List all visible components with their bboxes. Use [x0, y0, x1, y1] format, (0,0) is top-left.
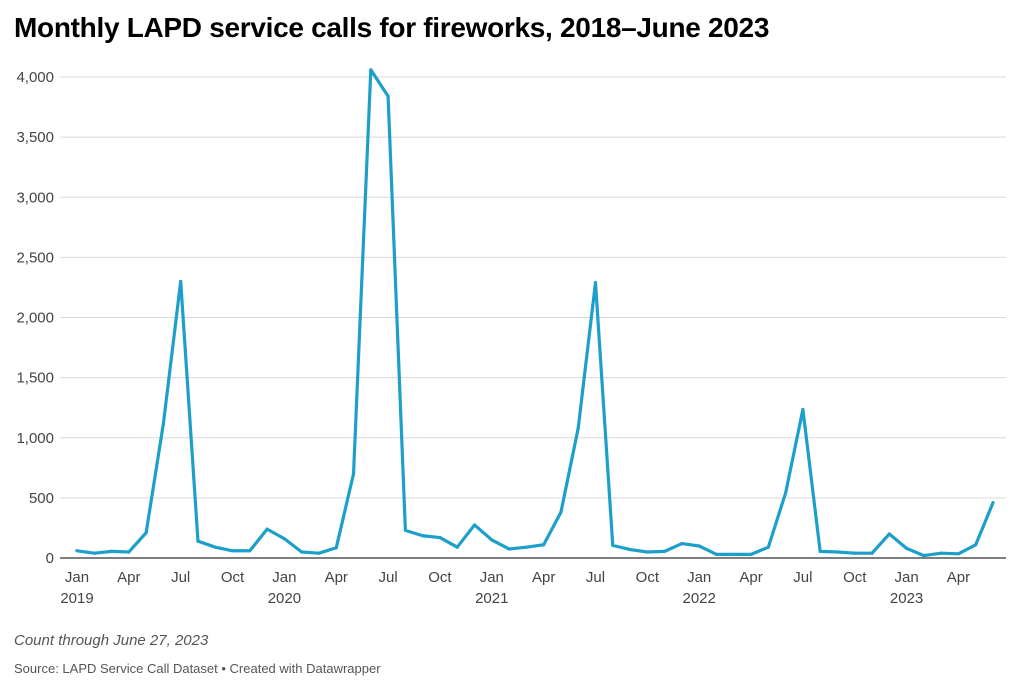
x-tick-label: Jul: [171, 569, 190, 586]
data-point-2019-10: [230, 549, 235, 553]
x-tick-label: Apr: [739, 569, 762, 586]
x-tick-label: Jan: [65, 569, 89, 586]
data-point-2021-02: [507, 547, 511, 551]
data-point-2019-09: [213, 545, 217, 549]
data-point-2021-11: [663, 549, 667, 553]
y-tick-label: 0: [46, 550, 54, 567]
data-point-2021-12: [680, 541, 684, 546]
data-point-2019-07: [179, 279, 183, 284]
data-point-2023-03: [939, 551, 943, 555]
data-point-2019-03: [109, 549, 114, 553]
data-point-2021-04: [542, 543, 546, 547]
data-point-2020-10: [438, 535, 442, 540]
data-point-2022-05: [766, 545, 770, 549]
x-tick-label: Oct: [843, 569, 867, 586]
x-tick-year-label: 2019: [60, 590, 93, 607]
data-point-2021-08: [611, 543, 615, 547]
data-point-2020-07: [386, 94, 390, 98]
x-tick-label: Oct: [636, 569, 660, 586]
data-point-2020-08: [403, 528, 407, 532]
x-tick-label: Oct: [428, 569, 452, 586]
y-tick-label: 4,000: [16, 69, 54, 86]
x-tick-year-label: 2022: [683, 590, 716, 607]
data-point-2020-03: [317, 551, 321, 555]
data-point-2022-10: [853, 551, 857, 555]
y-tick-label: 3,000: [16, 189, 54, 206]
y-tick-label: 1,500: [16, 370, 54, 387]
data-point-2022-03: [732, 552, 736, 556]
chart-source: Source: LAPD Service Call Dataset • Crea…: [14, 661, 381, 676]
data-point-2020-02: [300, 550, 304, 554]
data-point-2022-12: [887, 532, 891, 536]
x-tick-label: Jul: [586, 569, 605, 586]
y-tick-label: 3,500: [16, 129, 54, 146]
chart-note: Count through June 27, 2023: [14, 632, 209, 649]
data-point-2021-07: [593, 281, 598, 285]
y-axis-ticks: 0 500 1,000 1,500 2,000 2,500 3,000 3,500 4,000: [16, 69, 54, 567]
data-point-2019-12: [265, 527, 269, 531]
y-tick-label: 500: [29, 490, 54, 507]
x-tick-label: Apr: [947, 569, 970, 586]
data-point-2019-06: [161, 421, 166, 425]
data-point-2019-02: [92, 551, 96, 555]
data-point-2020-09: [421, 534, 425, 538]
data-point-2021-01: [490, 538, 494, 542]
data-point-2021-10: [645, 550, 649, 554]
data-point-2023-05: [974, 543, 978, 547]
data-point-2022-02: [714, 552, 719, 556]
data-point-2023-04: [956, 552, 961, 556]
data-points: [75, 68, 995, 558]
x-tick-label: Jul: [793, 569, 812, 586]
line-chart: 05001,0001,5002,0002,5003,0003,5004,000 …: [16, 68, 1006, 607]
data-point-2020-11: [455, 545, 459, 549]
data-point-2023-06: [991, 501, 995, 505]
data-point-2019-01: [75, 549, 79, 553]
data-point-2019-05: [144, 531, 148, 535]
data-point-2021-05: [559, 510, 563, 514]
x-axis-ticks: Jan 2019 Apr Jul Oct Jan 2020 Apr Jul Oct Jan 2021 A…: [60, 569, 970, 607]
x-tick-label: Jan: [894, 569, 918, 586]
data-point-2022-06: [784, 491, 788, 495]
data-point-2023-02: [922, 554, 926, 558]
data-point-2020-12: [472, 523, 477, 527]
x-tick-year-label: 2020: [268, 590, 301, 607]
data-point-2020-04: [334, 546, 338, 550]
data-point-2020-01: [282, 537, 286, 541]
series-line: [75, 68, 995, 558]
chart-title: Monthly LAPD service calls for fireworks…: [14, 12, 770, 43]
data-point-2019-11: [248, 549, 252, 553]
data-point-2021-06: [576, 426, 580, 430]
x-tick-label: Jan: [687, 569, 711, 586]
data-point-2022-01: [697, 544, 701, 548]
data-point-2021-03: [524, 545, 528, 549]
x-tick-year-label: 2023: [890, 590, 923, 607]
data-point-2020-06: [369, 68, 373, 72]
data-point-2022-07: [801, 407, 805, 412]
x-tick-label: Apr: [325, 569, 348, 586]
y-tick-label: 2,000: [16, 310, 54, 327]
x-tick-label: Apr: [532, 569, 555, 586]
x-tick-label: Apr: [117, 569, 140, 586]
gridlines: [60, 76, 1006, 559]
x-tick-label: Jan: [480, 569, 504, 586]
x-tick-label: Oct: [221, 569, 245, 586]
y-tick-label: 2,500: [16, 249, 54, 266]
x-tick-year-label: 2021: [475, 590, 508, 607]
data-point-2021-09: [628, 547, 632, 552]
data-point-2019-08: [196, 539, 200, 543]
x-tick-label: Jul: [379, 569, 398, 586]
data-point-2019-04: [127, 550, 131, 554]
y-tick-label: 1,000: [16, 430, 54, 447]
data-point-2023-01: [904, 546, 909, 550]
data-point-2022-11: [870, 551, 874, 555]
data-point-2022-08: [818, 549, 822, 553]
data-point-2022-09: [835, 550, 840, 554]
x-tick-label: Jan: [272, 569, 296, 586]
data-point-2022-04: [749, 552, 753, 556]
data-point-2020-05: [351, 472, 356, 476]
